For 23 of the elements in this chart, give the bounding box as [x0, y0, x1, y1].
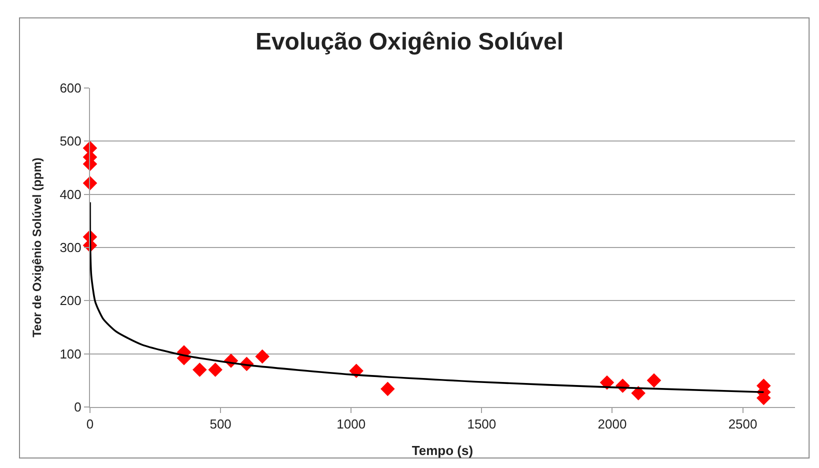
point [192, 362, 207, 377]
x-tick-label: 500 [210, 416, 232, 432]
y-tick-label: 300 [60, 240, 82, 256]
x-tick-label: 0 [86, 416, 94, 432]
y-tick-label: 500 [60, 134, 82, 149]
y-tick-label: 400 [60, 186, 82, 202]
x-tick-label: 2500 [728, 416, 758, 432]
point [208, 362, 222, 377]
x-tick-label: 1500 [467, 416, 496, 432]
point [631, 386, 646, 400]
y-axis-title: Teor de Oxigênio Solúvel (ppm) [30, 158, 44, 338]
chart-title: Evolução Oxigênio Solúvel [255, 28, 564, 56]
point [255, 349, 270, 364]
x-tick-label: 1000 [336, 416, 366, 432]
y-tick-label: 100 [60, 346, 82, 362]
point [600, 375, 614, 390]
x-axis-title: Tempo (s) [412, 443, 474, 458]
point [380, 382, 395, 396]
x-tick-label: 2000 [598, 416, 627, 432]
y-tick-label: 0 [74, 400, 82, 415]
point [646, 373, 662, 388]
y-tick-label: 200 [60, 293, 82, 308]
y-tick-label: 600 [60, 80, 82, 96]
